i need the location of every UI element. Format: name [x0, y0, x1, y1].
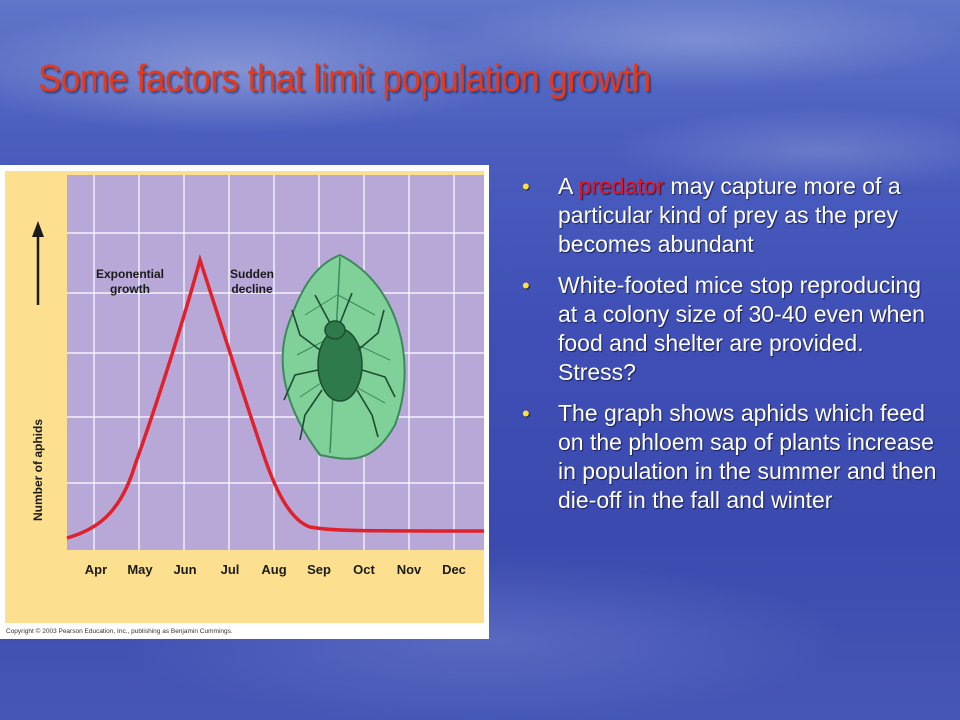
highlight-predator: predator — [578, 173, 665, 199]
bullet-dot-icon: • — [522, 273, 530, 298]
month-label: Jun — [173, 562, 196, 577]
bullet-aphids: • The graph shows aphids which feed on t… — [518, 399, 938, 515]
annotation-exponential: Exponential — [96, 267, 164, 281]
copyright-notice: Copyright © 2003 Pearson Education, Inc.… — [6, 627, 233, 635]
annotation-sudden: Sudden — [230, 267, 274, 281]
bullet-list: • A predator may capture more of a parti… — [518, 172, 938, 527]
bullet-dot-icon: • — [522, 174, 530, 199]
bullet-predator: • A predator may capture more of a parti… — [518, 172, 938, 259]
bullet-rest: may capture more of a particular kind of… — [558, 173, 901, 257]
month-label: Oct — [353, 562, 375, 577]
leaf-aphid-illustration — [281, 253, 406, 460]
slide-title: Some factors that limit population growt… — [38, 58, 651, 100]
month-label: Nov — [397, 562, 422, 577]
bullet-text: White-footed mice stop reproducing at a … — [558, 272, 925, 385]
bullet-dot-icon: • — [522, 401, 530, 426]
y-axis-label: Number of aphids — [31, 419, 45, 521]
aphid-graph-svg: Number of aphids — [5, 171, 485, 635]
bullet-mice: • White-footed mice stop reproducing at … — [518, 271, 938, 387]
bullet-prefix: A — [558, 173, 579, 199]
y-axis-arrow — [32, 221, 44, 305]
annotation-decline: decline — [231, 282, 273, 296]
plot-area — [67, 175, 484, 550]
population-curve — [66, 253, 485, 540]
month-label: Sep — [307, 562, 331, 577]
aphid-population-figure: Number of aphids — [0, 165, 489, 639]
month-label: Dec — [442, 562, 466, 577]
month-label: May — [127, 562, 153, 577]
month-label: Apr — [85, 562, 107, 577]
month-label: Jul — [221, 562, 240, 577]
bullet-text: The graph shows aphids which feed on the… — [558, 400, 937, 513]
annotation-growth: growth — [110, 282, 150, 296]
month-label: Aug — [261, 562, 286, 577]
